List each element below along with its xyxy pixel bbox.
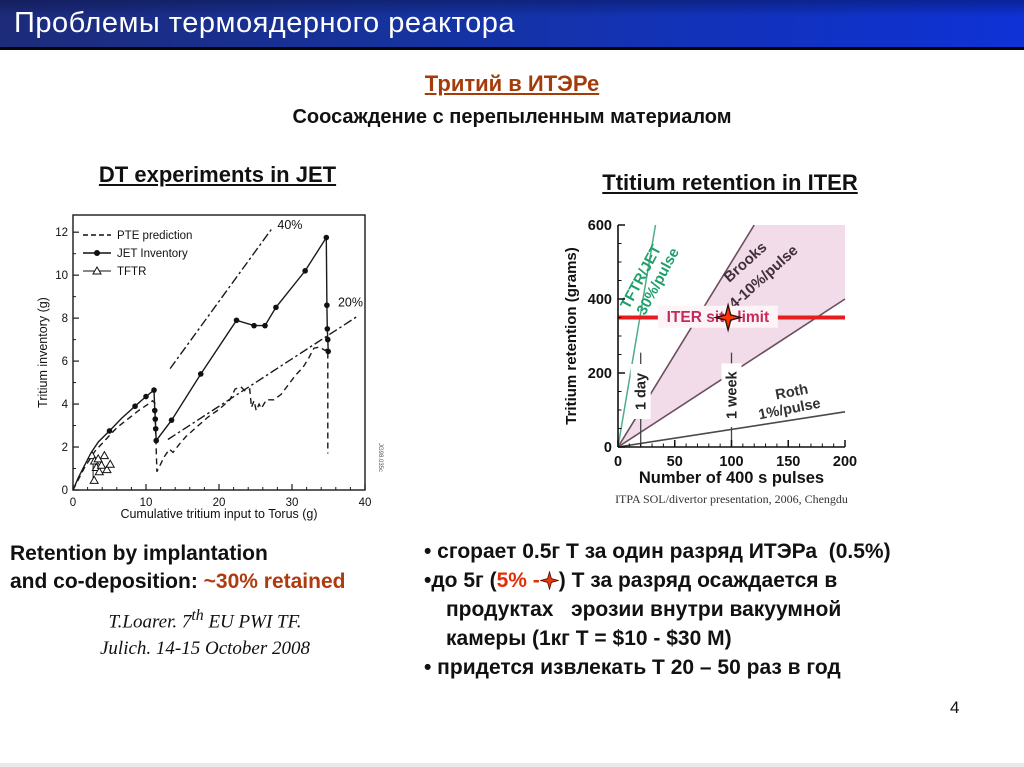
retention-note-line1: Retention by implantation — [10, 542, 268, 565]
citation-line2: Julich. 14-15 October 2008 — [99, 638, 310, 660]
citation: T.Loarer. 7th EU PWI TF. Julich. 14-15 O… — [40, 602, 370, 662]
subtitle-tritium: Тритий в ИТЭРе — [424, 71, 600, 96]
svg-text:100: 100 — [719, 454, 743, 470]
svg-text:JG98.035c: JG98.035c — [377, 443, 383, 472]
svg-text:4: 4 — [62, 399, 69, 411]
svg-text:150: 150 — [776, 454, 800, 470]
svg-text:2: 2 — [62, 442, 68, 454]
jet-retention-chart: 0 10 20 30 40 0 2 4 6 8 10 12 40% 20% PTE prediction JE… — [36, 214, 383, 521]
bullet-item-1: • сгорает 0.5г Т за один разряд ИТЭРа (0… — [424, 540, 891, 563]
svg-text:30: 30 — [286, 497, 299, 509]
svg-text:Roth: Roth — [774, 381, 809, 403]
svg-text:TFTR: TFTR — [117, 266, 146, 278]
citation-line1: T.Loarer. 7th EU PWI TF. — [108, 607, 302, 633]
subtitle-codeposition: Соосаждение с перепыленным материалом — [292, 106, 732, 128]
svg-text:40%: 40% — [277, 218, 302, 232]
svg-text:1 day: 1 day — [634, 373, 650, 410]
bullet-item-2-line3: камеры (1кг Т = $10 - $30 М) — [446, 627, 732, 650]
svg-text:Number of 400 s pulses: Number of 400 s pulses — [639, 469, 824, 487]
left-chart-title: DT experiments in JET — [98, 162, 337, 187]
svg-text:20%: 20% — [338, 295, 363, 309]
svg-text:1 week: 1 week — [725, 370, 741, 418]
retained-highlight: ~30% retained — [203, 570, 346, 593]
svg-text:6: 6 — [62, 356, 68, 368]
bottom-edge — [0, 763, 1024, 767]
page-number: 4 — [950, 698, 960, 717]
bullet-list: • сгорает 0.5г Т за один разряд ИТЭРа (0… — [424, 537, 1024, 682]
svg-text:10: 10 — [140, 497, 153, 509]
svg-text:ITPA SOL/divertor presentation: ITPA SOL/divertor presentation, 2006, Ch… — [615, 492, 848, 506]
svg-text:8: 8 — [62, 313, 68, 325]
right-chart-title: Ttitium retention in ITER — [602, 170, 858, 195]
svg-text:0: 0 — [614, 454, 622, 470]
retention-note: Retention by implantation and co-depositi… — [10, 540, 345, 596]
svg-text:600: 600 — [588, 218, 612, 234]
svg-text:400: 400 — [588, 292, 612, 308]
svg-text:200: 200 — [833, 454, 857, 470]
bullet-item-3: • придется извлекать Т 20 – 50 раз в год — [424, 656, 841, 679]
slide-title: Проблемы термоядерного реактора — [14, 7, 515, 39]
svg-text:40: 40 — [359, 497, 372, 509]
svg-text:0: 0 — [604, 440, 612, 456]
svg-text:12: 12 — [55, 227, 68, 239]
svg-text:Tritium inventory (g): Tritium inventory (g) — [36, 297, 50, 408]
retention-note-line2: and co-deposition: ~30% retained — [10, 570, 346, 593]
svg-text:10: 10 — [55, 270, 68, 282]
svg-text:200: 200 — [588, 366, 612, 382]
svg-text:50: 50 — [667, 454, 683, 470]
slide-header-bar: Проблемы термоядерного реактора — [0, 0, 1024, 50]
svg-text:Tritium retention (grams): Tritium retention (grams) — [565, 247, 580, 425]
svg-text:PTE prediction: PTE prediction — [117, 230, 192, 242]
svg-text:Cumulative tritium input to To: Cumulative tritium input to Torus (g) — [120, 507, 317, 521]
svg-text:JET Inventory: JET Inventory — [117, 248, 188, 260]
svg-text:0: 0 — [70, 497, 76, 509]
bullet-item-2-line1: •до 5г (5% -) Т за разряд осаждается в — [424, 569, 838, 592]
svg-text:20: 20 — [213, 497, 226, 509]
svg-text:0: 0 — [62, 485, 68, 497]
bullet-item-2-line2: продуктах эрозии внутри вакуумной — [446, 598, 842, 621]
star-icon — [539, 571, 559, 590]
